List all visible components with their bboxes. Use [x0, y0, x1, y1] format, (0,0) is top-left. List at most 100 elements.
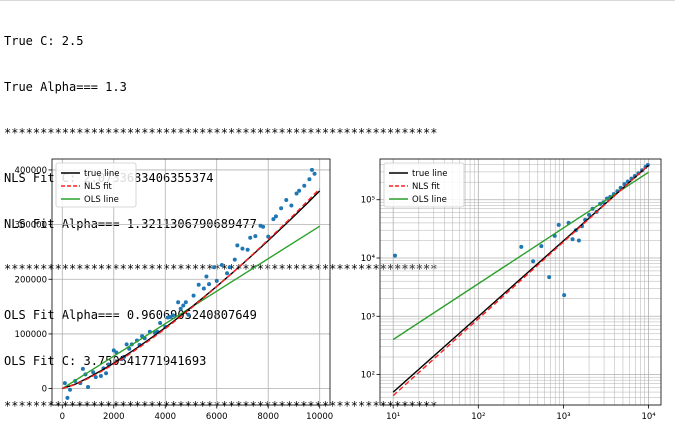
data-point [232, 257, 237, 262]
data-point [65, 395, 70, 400]
data-point [289, 203, 294, 208]
data-point [297, 188, 302, 193]
data-point [170, 313, 175, 318]
legend: true line NLS fit OLS line [55, 162, 137, 208]
linear-scale-chart: 0 2000 4000 6000 8000 10000010000020000030000… [15, 158, 333, 422]
data-point [284, 198, 289, 202]
data-point [214, 278, 219, 283]
series-true-line [62, 190, 321, 390]
legend-box [383, 162, 465, 208]
legend-label: NLS fit [412, 182, 441, 192]
legend-label: NLS fit [84, 182, 113, 192]
data-point [181, 303, 186, 308]
x-tick-label: 10¹ [386, 412, 400, 422]
data-point [201, 286, 206, 291]
data-point [227, 265, 232, 270]
data-point [261, 224, 266, 229]
data-point [562, 293, 567, 298]
console-line-ols-alpha: OLS Fit Alpha=== 0.9606905240807649 [4, 307, 257, 322]
data-point [240, 246, 245, 251]
y-tick-label: 200000 [15, 275, 47, 285]
data-point [253, 234, 258, 239]
series-true-line [392, 164, 650, 393]
y-tick-label: 100000 [15, 330, 47, 340]
data-point [392, 253, 397, 258]
data-point [196, 282, 201, 287]
legend-label: OLS line [84, 195, 119, 205]
data-point [576, 238, 581, 243]
series-nls-fit [62, 188, 321, 390]
data-point [266, 234, 271, 239]
data-point [539, 244, 544, 249]
data-point [273, 214, 278, 219]
console-line-true-alpha: True Alpha=== 1.3 [4, 80, 127, 94]
y-tick-label: 10² [361, 371, 375, 381]
y-tick-label: 10⁴ [361, 254, 376, 264]
data-point [104, 371, 109, 376]
data-point [271, 217, 276, 222]
data-point [86, 384, 91, 389]
x-tick-label: 10³ [556, 412, 570, 422]
x-tick-label: 10000 [306, 412, 333, 422]
legend-label: true line [412, 169, 448, 179]
console-line-nls-alpha: NLS Fit Alpha=== 1.3211306790689477 [4, 216, 257, 231]
data-point [91, 370, 96, 375]
data-point [183, 300, 188, 305]
data-point [204, 274, 209, 279]
y-tick-label: 10⁵ [361, 196, 375, 206]
data-point [570, 237, 575, 242]
y-tick-label: 0 [42, 385, 47, 395]
console-separator: ****************************************… [4, 262, 438, 277]
data-point [176, 300, 181, 305]
x-tick-label: 4000 [154, 412, 176, 422]
legend-box [55, 162, 137, 208]
data-point [279, 206, 284, 211]
data-point [309, 167, 314, 172]
data-point [219, 263, 224, 268]
data-point [124, 342, 129, 347]
x-tick-label: 2000 [103, 412, 125, 422]
data-point [225, 271, 230, 276]
console-separator: ****************************************… [4, 399, 438, 414]
data-point [186, 312, 191, 317]
y-tick-label: 10³ [361, 312, 375, 322]
console-line-true-c: True C: 2.5 [4, 34, 84, 49]
data-point [178, 306, 183, 311]
data-point [307, 177, 312, 182]
data-point [235, 243, 240, 248]
data-point [294, 191, 299, 196]
console-output: True C: 2.5 True Alpha=== 1.3 **********… [0, 0, 675, 413]
data-point [519, 244, 524, 249]
log-scale-chart: 10¹ 10² 10³ 10⁴ 10² 10³ 10⁴ 10⁵ true line NLS fit… [361, 158, 662, 422]
series-ols-line [392, 171, 649, 341]
data-point [98, 374, 103, 379]
legend-label: true line [84, 169, 120, 179]
legend: true line NLS fit OLS line [383, 162, 465, 208]
x-tick-label: 0 [60, 412, 65, 422]
data-point [158, 321, 163, 325]
data-point [547, 275, 552, 280]
data-point [248, 235, 253, 240]
series-nls-fit [392, 164, 650, 397]
plot-frame [51, 158, 331, 406]
data-point [245, 247, 250, 252]
data-point [62, 381, 67, 386]
y-tick-label: 300000 [15, 221, 47, 231]
legend-label: OLS line [412, 195, 447, 205]
data-point [302, 183, 307, 188]
data-point [68, 387, 73, 392]
data-point [93, 375, 98, 380]
x-tick-label: 10² [471, 412, 485, 422]
data-point [80, 366, 85, 371]
y-tick-label: 400000 [15, 166, 47, 176]
data-point [312, 171, 317, 176]
x-tick-label: 10⁴ [641, 412, 656, 422]
x-tick-label: 6000 [206, 412, 228, 422]
x-tick-label: 8000 [257, 412, 279, 422]
data-point [556, 222, 561, 227]
data-point [191, 293, 196, 298]
data-point [207, 282, 212, 287]
data-point [587, 212, 592, 217]
data-point [212, 265, 217, 270]
data-points [392, 162, 650, 298]
